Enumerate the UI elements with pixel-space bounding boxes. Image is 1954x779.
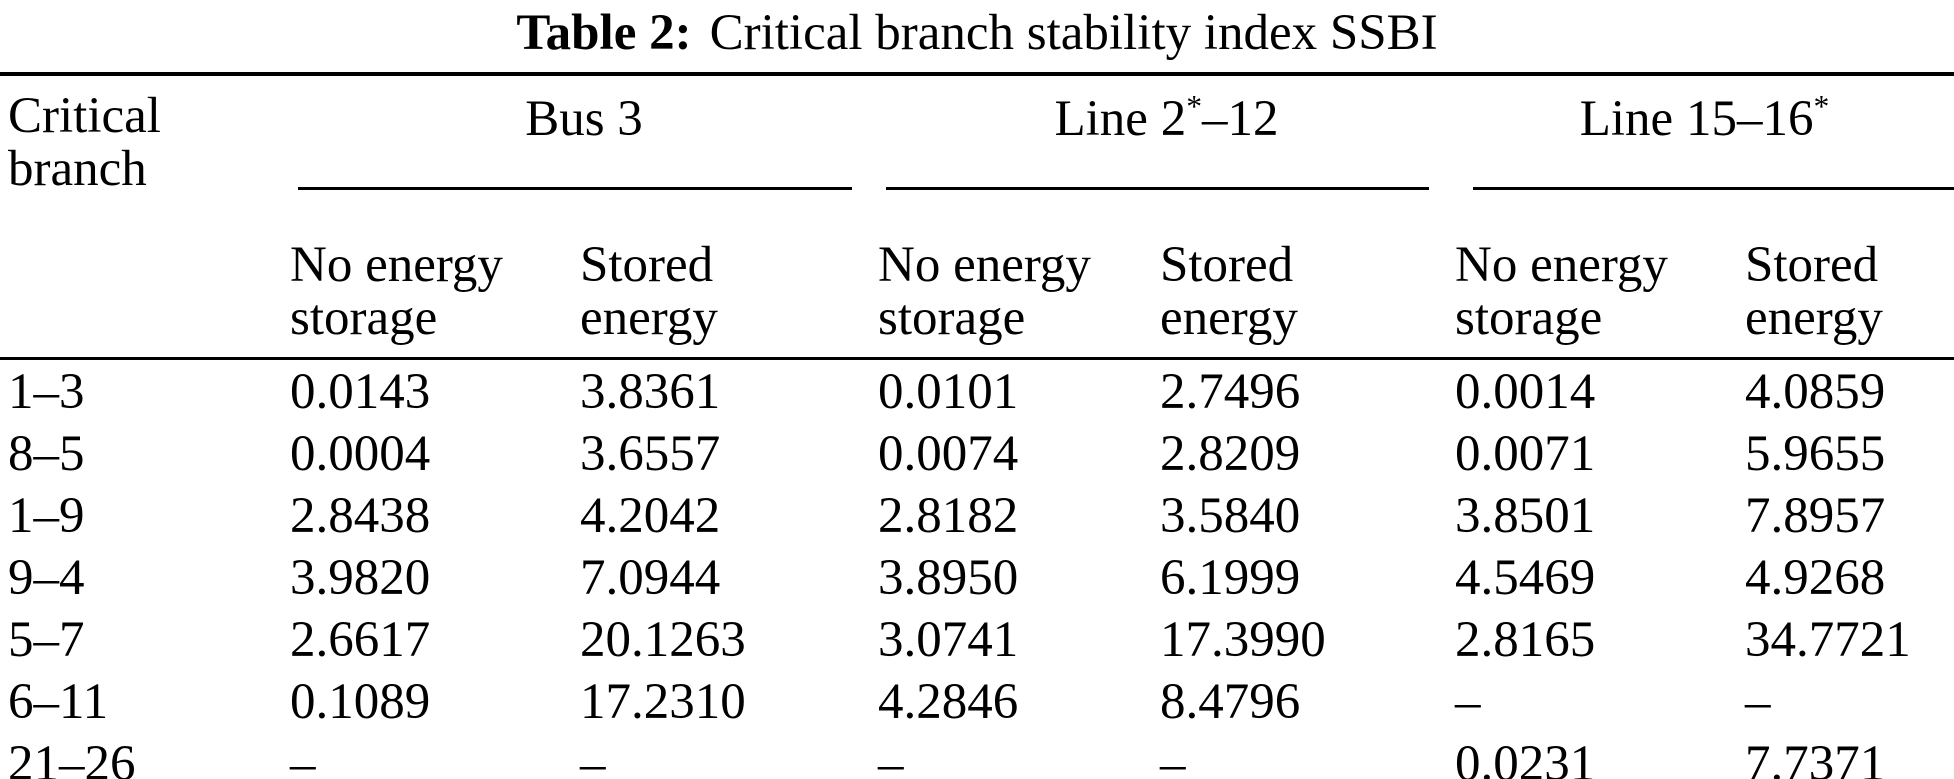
group-label-asterisk: * — [1186, 89, 1203, 124]
value-cell: – — [290, 736, 316, 779]
value-cell: 0.0004 — [290, 426, 431, 482]
value-cell: 4.2846 — [878, 674, 1019, 730]
value-cell: 2.8165 — [1455, 612, 1596, 668]
value-cell: 3.8950 — [878, 550, 1019, 606]
group-header-line-15-16: Line 15–16* — [1455, 74, 1954, 190]
value-cell: 2.8438 — [290, 488, 431, 544]
value-cell: 2.8182 — [878, 488, 1019, 544]
value-cell: 3.8501 — [1455, 488, 1596, 544]
value-cell: – — [1160, 736, 1186, 779]
value-cell: – — [1455, 674, 1481, 730]
sub-header-row: No energy storage Stored energy No energ… — [0, 190, 1954, 360]
table-row: 1–3 0.0143 3.8361 0.0101 2.7496 0.0014 4.0859 — [0, 359, 1954, 423]
value-cell: 17.2310 — [580, 674, 746, 730]
group-label-text: Bus 3 — [525, 91, 643, 147]
value-cell: 5.9655 — [1745, 426, 1886, 482]
branch-cell: 9–4 — [8, 550, 85, 606]
value-cell: 0.0071 — [1455, 426, 1596, 482]
branch-cell: 21–26 — [8, 736, 136, 779]
table-row: 21–26 – – – – 0.0231 7.7371 — [0, 732, 1954, 779]
group-header-line-2-12: Line 2*–12 — [878, 74, 1455, 190]
value-cell: – — [1745, 674, 1771, 730]
table-row: 8–5 0.0004 3.6557 0.0074 2.8209 0.0071 5.9655 — [0, 422, 1954, 484]
group-label-text: –12 — [1202, 91, 1279, 147]
value-cell: 3.5840 — [1160, 488, 1301, 544]
value-cell: 3.8361 — [580, 364, 721, 420]
table-row: 6–11 0.1089 17.2310 4.2846 8.4796 – – — [0, 670, 1954, 732]
value-cell: 0.0101 — [878, 364, 1019, 420]
branch-cell: 6–11 — [8, 674, 109, 730]
value-cell: 3.9820 — [290, 550, 431, 606]
value-cell: 0.0014 — [1455, 364, 1596, 420]
group-header-row: Critical branch Bus 3 Line 2*–12 Line 15… — [0, 74, 1954, 360]
branch-cell: 1–3 — [8, 364, 85, 420]
column-header-critical-branch: Critical branch — [0, 74, 290, 360]
table-body: 1–3 0.0143 3.8361 0.0101 2.7496 0.0014 4.0859 8… — [0, 359, 1954, 779]
value-cell: 34.7721 — [1745, 612, 1911, 668]
value-cell: 3.0741 — [878, 612, 1019, 668]
table-row: 5–7 2.6617 20.1263 3.0741 17.3990 2.8165 34.77… — [0, 608, 1954, 670]
value-cell: 8.4796 — [1160, 674, 1301, 730]
table-caption-text: Critical branch stability index SSBI — [709, 5, 1438, 61]
value-cell: 7.7371 — [1745, 736, 1886, 779]
value-cell: 0.1089 — [290, 674, 431, 730]
stub-header-line1: Critical — [8, 88, 161, 144]
value-cell: 20.1263 — [580, 612, 746, 668]
value-cell: 0.0074 — [878, 426, 1019, 482]
value-cell: 2.8209 — [1160, 426, 1301, 482]
group-label-text: Line 15–16 — [1579, 91, 1814, 147]
value-cell: 3.6557 — [580, 426, 721, 482]
group-label-asterisk: * — [1813, 89, 1830, 124]
value-cell: 17.3990 — [1160, 612, 1326, 668]
value-cell: 4.2042 — [580, 488, 721, 544]
value-cell: 7.0944 — [580, 550, 721, 606]
table-caption: Table 2: Critical branch stability index … — [0, 0, 1954, 72]
ssbi-table: Critical branch Bus 3 Line 2*–12 Line 15… — [0, 72, 1954, 779]
table-caption-label: Table 2: — [516, 5, 692, 61]
value-cell: 0.0231 — [1455, 736, 1596, 779]
value-cell: 4.9268 — [1745, 550, 1886, 606]
stub-header-line2: branch — [8, 141, 147, 197]
value-cell: 2.7496 — [1160, 364, 1301, 420]
value-cell: 4.0859 — [1745, 364, 1886, 420]
branch-cell: 8–5 — [8, 426, 85, 482]
value-cell: 7.8957 — [1745, 488, 1886, 544]
value-cell: 4.5469 — [1455, 550, 1596, 606]
value-cell: 6.1999 — [1160, 550, 1301, 606]
group-label-text: Line 2 — [1054, 91, 1187, 147]
group-header-bus-3: Bus 3 — [290, 74, 878, 190]
subheader-no-storage: No energy storage — [290, 190, 580, 360]
subheader-no-storage: No energy storage — [878, 190, 1160, 360]
branch-cell: 1–9 — [8, 488, 85, 544]
subheader-stored-energy: Stored energy — [1745, 190, 1954, 360]
value-cell: – — [878, 736, 904, 779]
value-cell: – — [580, 736, 606, 779]
table-row: 9–4 3.9820 7.0944 3.8950 6.1999 4.5469 4.9268 — [0, 546, 1954, 608]
subheader-stored-energy: Stored energy — [1160, 190, 1455, 360]
value-cell: 0.0143 — [290, 364, 431, 420]
table-row: 1–9 2.8438 4.2042 2.8182 3.5840 3.8501 7.8957 — [0, 484, 1954, 546]
value-cell: 2.6617 — [290, 612, 431, 668]
subheader-stored-energy: Stored energy — [580, 190, 878, 360]
branch-cell: 5–7 — [8, 612, 85, 668]
subheader-no-storage: No energy storage — [1455, 190, 1745, 360]
